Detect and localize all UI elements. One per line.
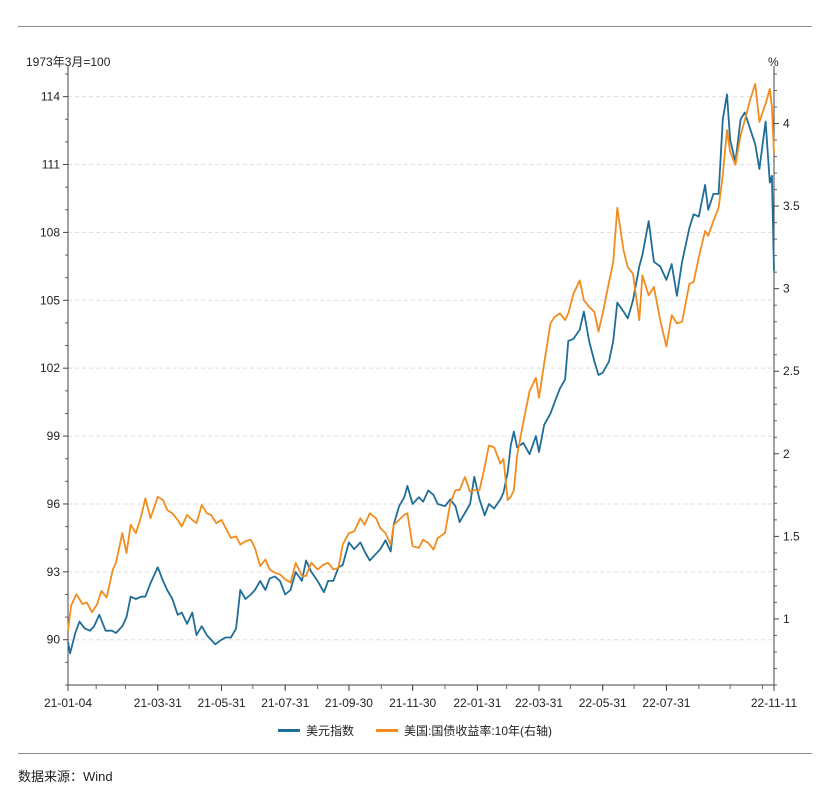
y-left-tick-label: 90 [47,633,61,647]
y-left-tick-label: 99 [47,429,61,443]
right-axis-unit-label: % [768,55,779,69]
legend: 美元指数 美国:国债收益率:10年(右轴) [0,722,830,739]
legend-label-dollar-index: 美元指数 [305,724,354,738]
bottom-rule [18,753,812,754]
y-left-tick-label: 111 [42,158,61,172]
x-tick-label: 22-03-31 [515,696,563,710]
series-lines [67,83,775,655]
y-left-tick-label: 96 [47,497,61,511]
legend-label-treasury-yield: 美国:国债收益率:10年(右轴) [404,724,553,738]
y-right-tick-label: 2 [783,447,790,461]
y-right-tick-label: 3.5 [783,199,800,213]
x-tick-label: 21-11-30 [389,696,436,710]
series-line-treasury-yield [67,83,775,631]
legend-swatch-dollar-index [277,729,300,732]
x-tick-label: 22-05-31 [579,696,627,710]
axes [63,66,779,691]
source-note: 数据来源：Wind [18,769,113,784]
top-rule [18,26,812,27]
y-right-tick-label: 3 [783,282,790,296]
y-left-tick-label: 93 [47,565,61,579]
legend-item-treasury-yield: 美国:国债收益率:10年(右轴) [376,722,552,739]
x-tick-label: 21-09-30 [325,696,373,710]
y-left-tick-label: 102 [40,361,60,375]
y-right-tick-label: 4 [783,117,790,131]
x-tick-label: 21-07-31 [261,696,309,710]
legend-swatch-treasury-yield [376,729,398,732]
y-left-tick-label: 108 [40,225,60,239]
y-left-tick-label: 105 [40,293,60,307]
series-line-dollar-index [67,93,775,655]
x-tick-label: 22-07-31 [642,696,690,710]
x-tick-label: 21-03-31 [134,696,182,710]
x-tick-label: 21-05-31 [198,696,246,710]
left-axis-unit-label: 1973年3月=100 [26,55,111,69]
tick-labels: 90 93 96 99 102 105 108 111 114 1 1.5 2 2.5 3 3.5 4 21-0… [40,90,800,710]
x-tick-label: 21-01-04 [44,696,92,710]
legend-item-dollar-index: 美元指数 [277,722,354,739]
x-tick-label: 22-01-31 [453,696,501,710]
y-right-tick-label: 1 [783,612,790,626]
y-right-tick-label: 1.5 [783,529,800,543]
chart-area: 1973年3月=100 % 90 93 96 99 102 105 108 111 114 1 1.… [26,55,800,710]
y-left-tick-label: 114 [41,90,60,104]
gridlines [68,96,774,641]
x-tick-label: 22-11-11 [751,696,798,710]
y-right-tick-label: 2.5 [783,364,800,378]
